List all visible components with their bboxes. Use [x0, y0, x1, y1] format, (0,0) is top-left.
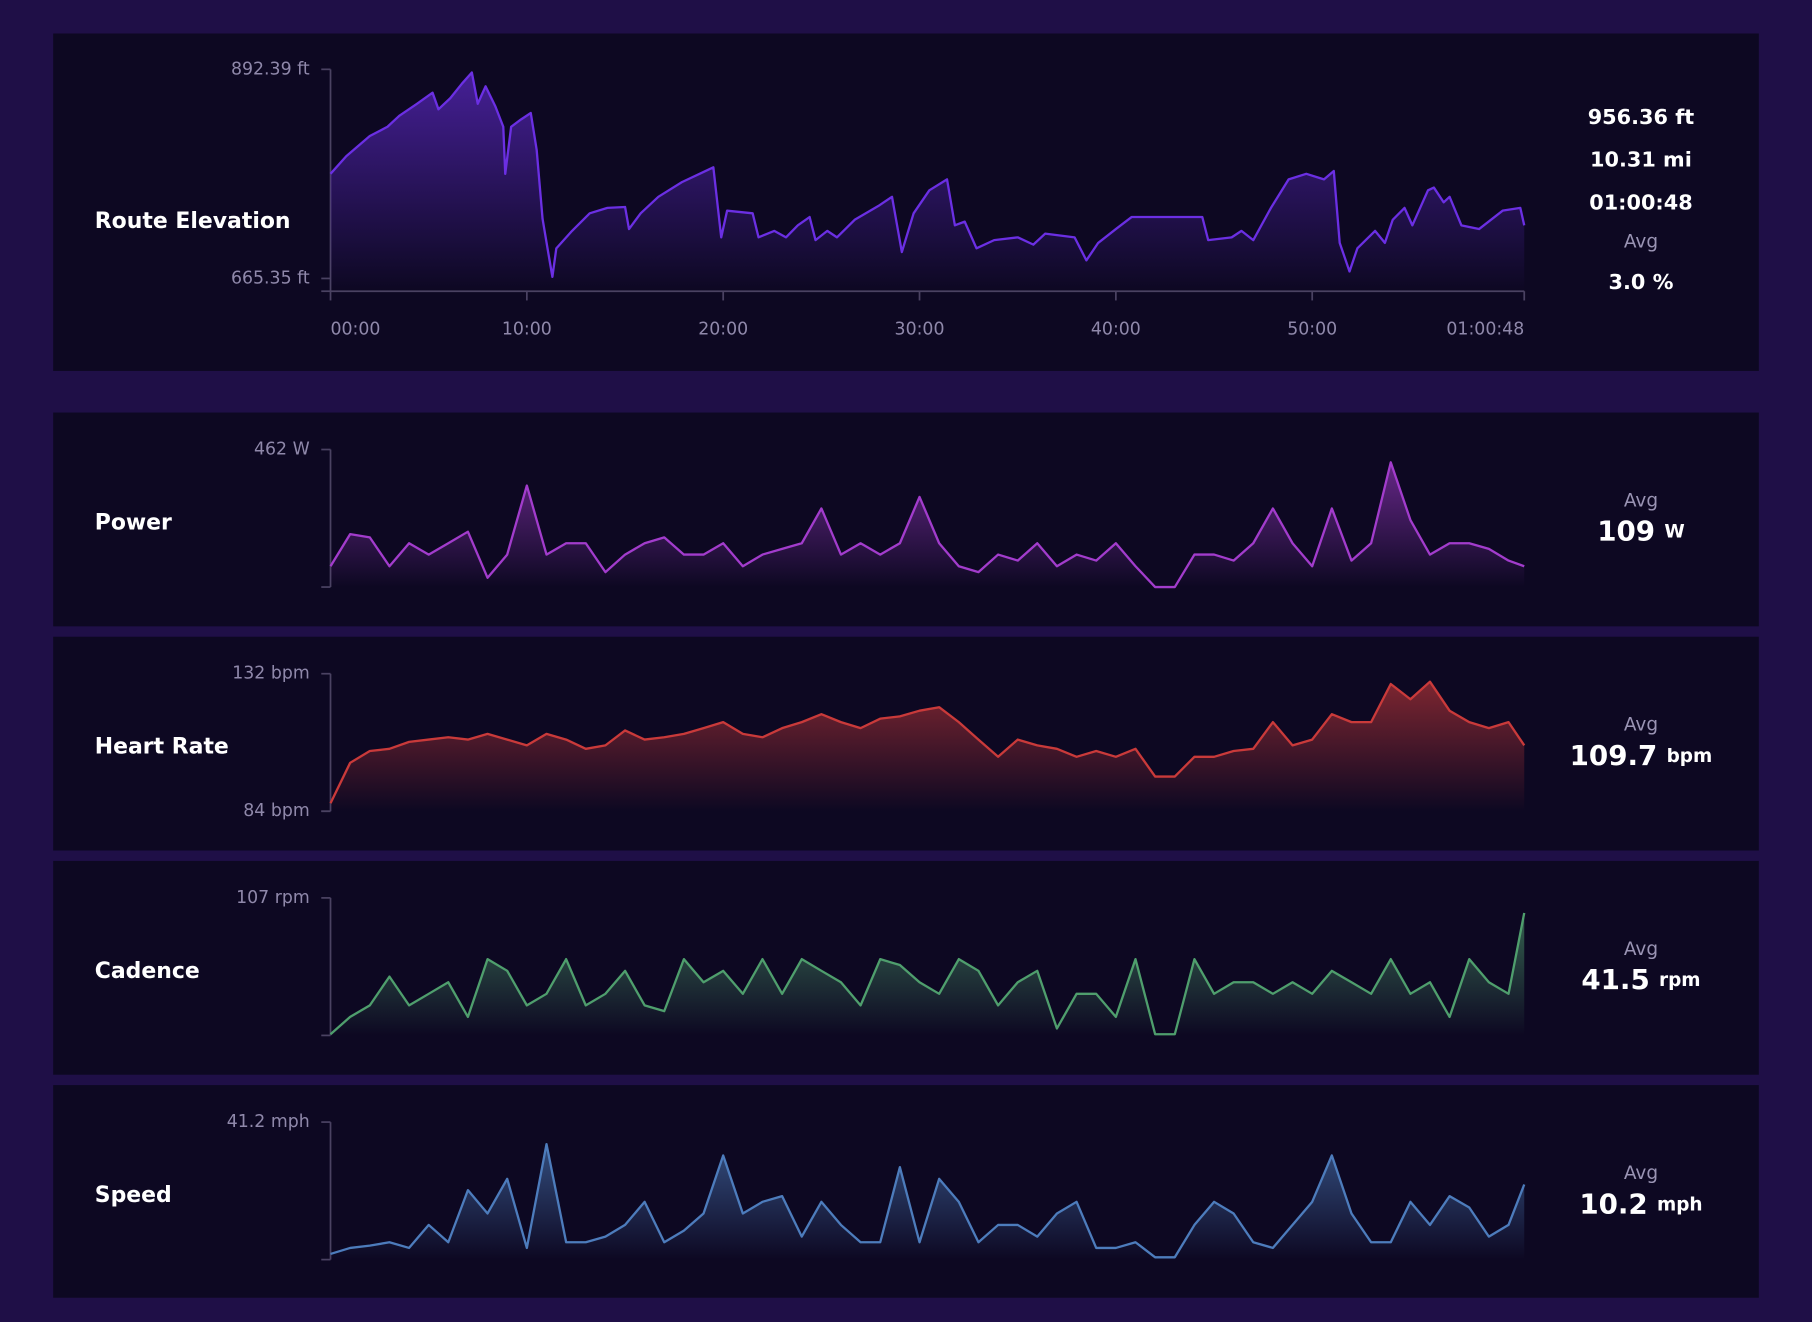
avg-value: 41.5 rpm — [1581, 963, 1700, 996]
chart-title: Route Elevation — [95, 209, 291, 234]
x-tick-label: 40:00 — [1091, 319, 1141, 339]
area-fill — [330, 462, 1525, 588]
avg-unit: mph — [1657, 1194, 1703, 1215]
avg-value: 3.0 % — [1608, 270, 1673, 294]
avg-number: 109.7 — [1570, 739, 1658, 772]
chart-title: Cadence — [95, 959, 200, 984]
data-line — [330, 1142, 1526, 1259]
avg-number: 10.2 — [1579, 1187, 1647, 1220]
area-fill — [330, 72, 1525, 292]
x-tick-label: 10:00 — [502, 319, 552, 339]
x-tick-label: 20:00 — [698, 319, 748, 339]
avg-value: 109.7 bpm — [1570, 739, 1713, 772]
avg-value: 10.2 mph — [1579, 1187, 1702, 1220]
data-line — [329, 71, 1526, 279]
y-tick-label: 462 W — [254, 440, 310, 460]
avg-label: Avg — [1624, 232, 1658, 253]
y-tick-label: 107 rpm — [236, 888, 310, 908]
avg-unit: W — [1664, 522, 1684, 543]
y-tick-label: 665.35 ft — [231, 268, 310, 288]
x-tick-label: 00:00 — [331, 319, 381, 339]
avg-number: 41.5 — [1581, 963, 1649, 996]
stat-value: 956.36 ft — [1588, 105, 1695, 129]
x-tick-label: 30:00 — [895, 319, 945, 339]
stat-value: 10.31 mi — [1590, 148, 1692, 172]
avg-label: Avg — [1624, 939, 1658, 960]
avg-label: Avg — [1624, 1163, 1658, 1184]
avg-label: Avg — [1624, 715, 1658, 736]
avg-unit: bpm — [1667, 746, 1713, 767]
x-tick-label: 50:00 — [1287, 319, 1337, 339]
data-line — [329, 912, 1526, 1036]
data-line — [329, 680, 1526, 804]
y-tick-label: 132 bpm — [232, 664, 309, 684]
y-tick-label: 892.39 ft — [231, 59, 310, 79]
x-tick-label: 01:00:48 — [1446, 319, 1524, 339]
data-line — [329, 461, 1525, 589]
avg-label: Avg — [1624, 491, 1658, 512]
avg-value: 109 W — [1597, 515, 1684, 548]
avg-unit: rpm — [1659, 970, 1701, 991]
panel — [53, 412, 1759, 627]
chart-title: Speed — [95, 1183, 172, 1208]
chart-title: Power — [95, 510, 172, 535]
y-tick-label: 84 bpm — [243, 801, 309, 821]
chart-title: Heart Rate — [95, 735, 229, 760]
stat-value: 01:00:48 — [1589, 190, 1692, 214]
area-fill — [330, 681, 1525, 812]
area-fill — [330, 912, 1525, 1036]
y-tick-label: 41.2 mph — [227, 1112, 310, 1132]
avg-number: 109 — [1597, 515, 1655, 548]
area-fill — [330, 1144, 1525, 1260]
